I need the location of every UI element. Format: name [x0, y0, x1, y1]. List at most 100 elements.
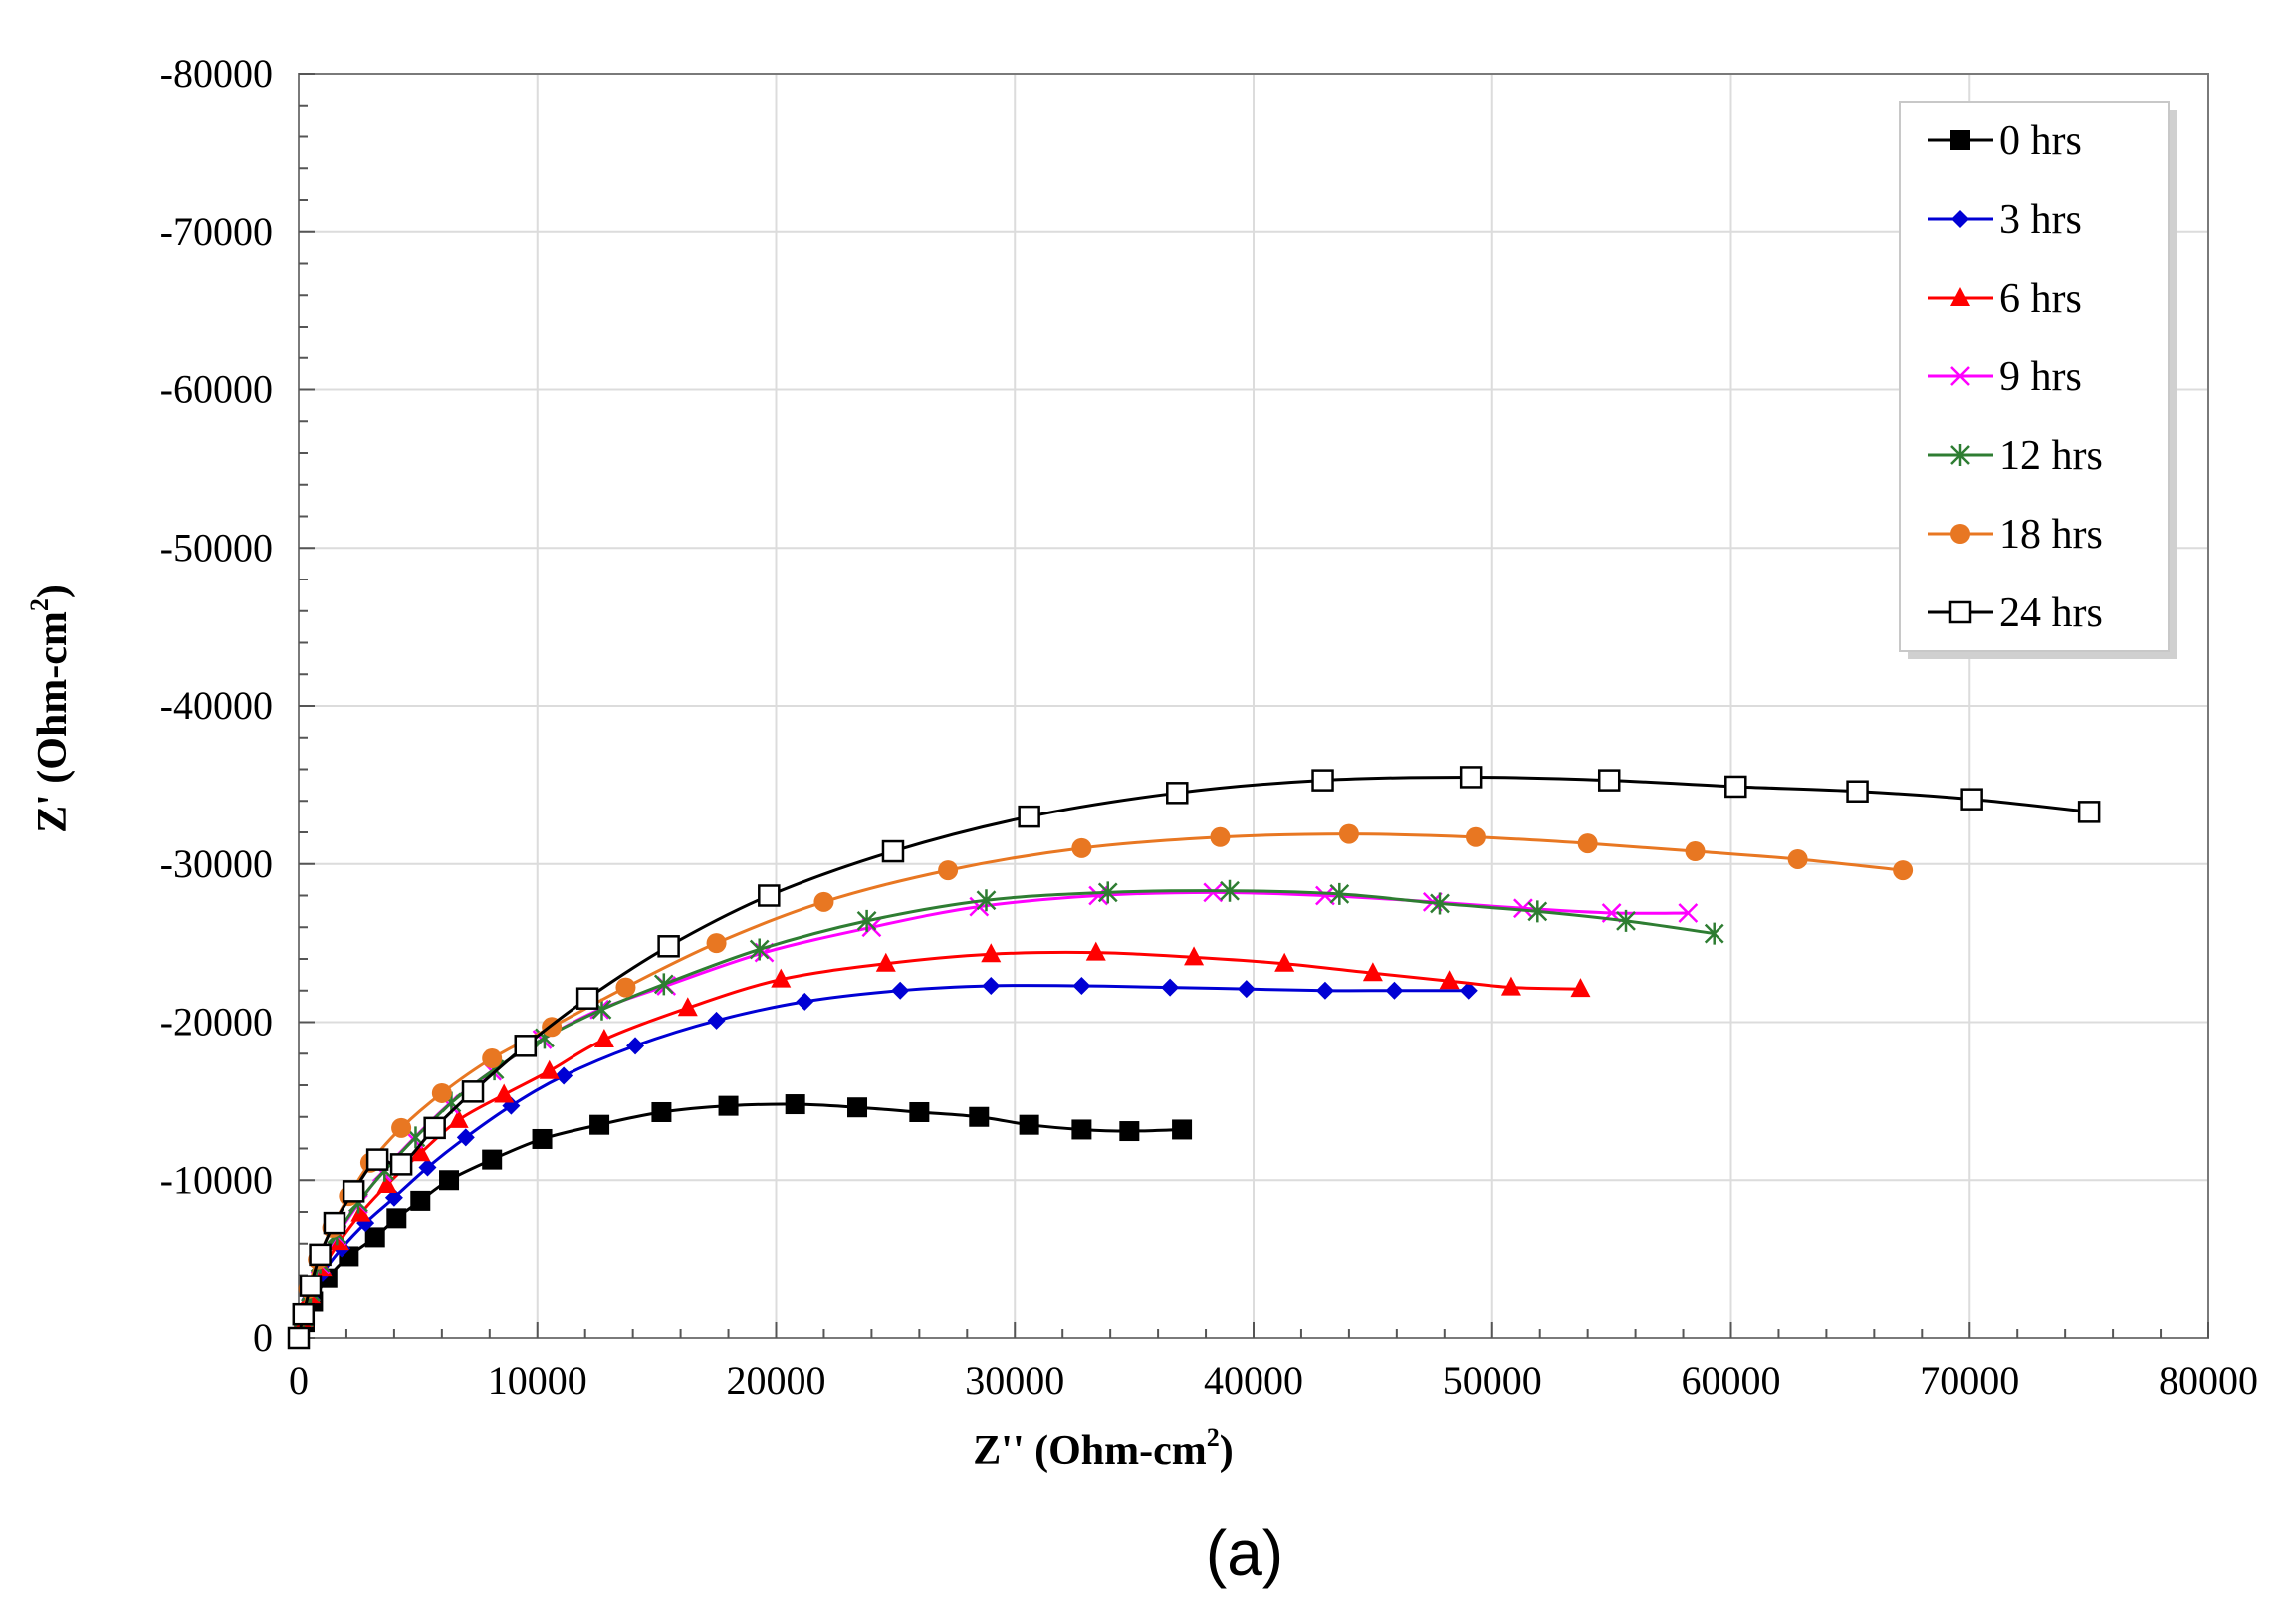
- x-tick-labels: 0 10000 20000 30000 40000 50000 60000 70000 8000…: [289, 1358, 2258, 1403]
- data-point-24-hrs: [292, 1302, 316, 1326]
- data-point-24-hrs: [323, 1211, 346, 1235]
- x-axis-title: Z'' (Ohm-cm2): [973, 1423, 1233, 1474]
- data-point-24-hrs: [1018, 805, 1040, 828]
- data-point-6-hrs: [1439, 970, 1460, 990]
- series-24-hrs: [287, 766, 2101, 1350]
- data-point-6-hrs: [539, 1059, 560, 1079]
- data-point-24-hrs: [389, 1153, 413, 1176]
- data-point-3-hrs: [1161, 978, 1180, 997]
- data-point-12-hrs: [653, 973, 674, 996]
- data-point-0-hrs: [1172, 1119, 1193, 1140]
- data-point-0-hrs: [439, 1170, 460, 1191]
- data-point-24-hrs: [1459, 766, 1483, 789]
- data-point-18-hrs: [938, 860, 959, 881]
- data-point-18-hrs: [1577, 833, 1598, 854]
- legend-item-6-hrs: 6 hrs: [1928, 276, 2082, 322]
- data-point-12-hrs: [1527, 900, 1548, 923]
- data-point-24-hrs: [1724, 775, 1747, 799]
- data-point-24-hrs: [299, 1275, 323, 1297]
- legend: 0 hrs 3 hrs 6 hrs 9 hrs 12 hrs 18 hrs 24 hrs: [1899, 101, 2177, 659]
- data-point-24-hrs: [758, 884, 781, 907]
- legend-marker-18-hrs: [1950, 524, 1970, 544]
- data-point-6-hrs: [410, 1142, 431, 1162]
- data-point-3-hrs: [456, 1128, 475, 1147]
- data-point-3-hrs: [796, 992, 814, 1011]
- data-point-0-hrs: [410, 1190, 431, 1211]
- data-point-3-hrs: [418, 1158, 437, 1177]
- data-point-18-hrs: [391, 1117, 412, 1138]
- data-point-6-hrs: [1085, 941, 1106, 961]
- data-point-24-hrs: [657, 935, 680, 958]
- data-point-6-hrs: [1500, 976, 1521, 996]
- x-tick-label: 50000: [1443, 1358, 1542, 1403]
- data-point-18-hrs: [1465, 826, 1486, 847]
- data-point-3-hrs: [1315, 981, 1334, 1000]
- data-point-0-hrs: [364, 1227, 385, 1248]
- data-point-0-hrs: [969, 1106, 990, 1127]
- legend-marker-12-hrs: [1950, 444, 1970, 466]
- y-tick-label: -40000: [160, 683, 273, 728]
- grid-lines: [299, 74, 2208, 1338]
- data-point-12-hrs: [976, 889, 997, 912]
- data-point-24-hrs: [423, 1116, 446, 1140]
- data-point-6-hrs: [494, 1083, 515, 1103]
- data-series: [287, 766, 2101, 1350]
- data-point-0-hrs: [718, 1095, 739, 1116]
- data-point-0-hrs: [386, 1208, 407, 1229]
- data-point-24-hrs: [881, 839, 905, 863]
- data-point-3-hrs: [1459, 981, 1478, 1000]
- data-point-24-hrs: [365, 1148, 389, 1171]
- data-point-6-hrs: [376, 1174, 397, 1194]
- data-point-3-hrs: [707, 1011, 726, 1030]
- data-point-18-hrs: [1071, 837, 1092, 858]
- y-tick-label: -70000: [160, 209, 273, 254]
- data-point-18-hrs: [482, 1048, 503, 1069]
- data-point-6-hrs: [593, 1028, 614, 1047]
- data-point-18-hrs: [1787, 848, 1808, 869]
- data-point-6-hrs: [1274, 952, 1295, 972]
- data-point-12-hrs: [1097, 881, 1118, 904]
- y-axis-title: Z' (Ohm-cm2): [25, 584, 76, 833]
- legend-item-3-hrs: 3 hrs: [1928, 197, 2082, 243]
- data-point-24-hrs: [1166, 782, 1189, 805]
- data-point-24-hrs: [575, 987, 599, 1010]
- data-point-3-hrs: [982, 976, 1001, 995]
- legend-items: 0 hrs 3 hrs 6 hrs 9 hrs 12 hrs 18 hrs 24 hrs: [1928, 118, 2103, 636]
- data-point-6-hrs: [677, 997, 698, 1017]
- x-tick-label: 70000: [1920, 1358, 2019, 1403]
- data-point-24-hrs: [342, 1180, 365, 1203]
- data-point-6-hrs: [329, 1231, 349, 1251]
- x-tick-label: 10000: [488, 1358, 587, 1403]
- y-tick-label: -10000: [160, 1157, 273, 1202]
- data-point-6-hrs: [1184, 946, 1205, 966]
- series-line-0-hrs: [297, 1102, 1183, 1339]
- legend-label-24-hrs: 24 hrs: [1999, 590, 2103, 636]
- legend-label-0-hrs: 0 hrs: [1999, 118, 2082, 164]
- x-tick-label: 0: [289, 1358, 309, 1403]
- legend-label-3-hrs: 3 hrs: [1999, 197, 2082, 243]
- data-point-3-hrs: [555, 1066, 573, 1085]
- data-point-0-hrs: [651, 1101, 672, 1122]
- y-tick-label: -50000: [160, 525, 273, 570]
- data-point-24-hrs: [1960, 788, 1983, 811]
- minor-ticks: [298, 73, 2209, 1339]
- data-point-12-hrs: [1430, 892, 1450, 915]
- data-point-24-hrs: [514, 1035, 538, 1057]
- data-point-3-hrs: [1072, 976, 1091, 995]
- data-point-18-hrs: [706, 933, 727, 954]
- legend-label-6-hrs: 6 hrs: [1999, 276, 2082, 322]
- data-point-24-hrs: [309, 1243, 332, 1267]
- y-tick-label: 0: [253, 1315, 273, 1360]
- data-point-24-hrs: [461, 1080, 485, 1103]
- legend-label-18-hrs: 18 hrs: [1999, 512, 2103, 558]
- data-point-0-hrs: [1071, 1119, 1092, 1140]
- figure-caption: (a): [1206, 1517, 1283, 1589]
- data-point-0-hrs: [589, 1114, 610, 1135]
- data-point-24-hrs: [1846, 780, 1869, 803]
- legend-marker-3-hrs: [1951, 210, 1969, 228]
- legend-marker-24-hrs: [1948, 600, 1972, 624]
- data-point-18-hrs: [1338, 823, 1359, 844]
- data-point-24-hrs: [1597, 769, 1621, 792]
- data-point-6-hrs: [771, 968, 792, 988]
